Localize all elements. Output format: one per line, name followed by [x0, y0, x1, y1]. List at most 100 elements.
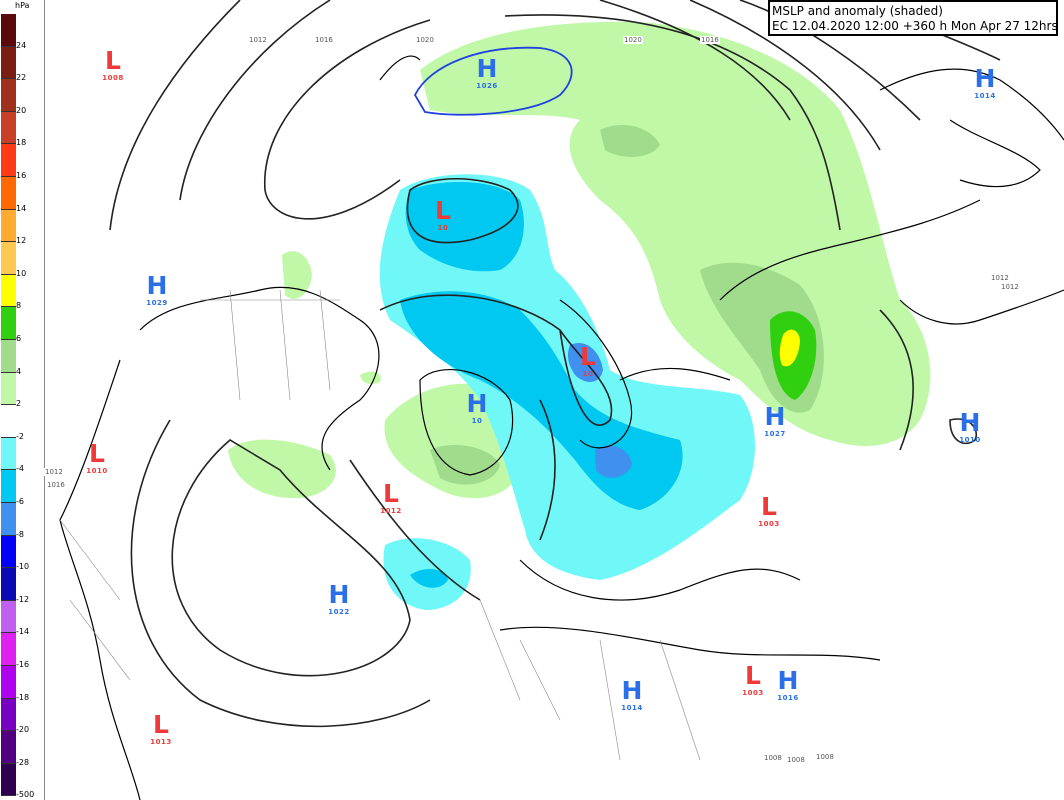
- isobar-label: 1008: [786, 756, 806, 764]
- center-letter: L: [105, 46, 121, 75]
- center-letter: L: [383, 479, 399, 508]
- legend-tick-label: -8: [16, 529, 24, 539]
- legend-tick-label: -28: [16, 757, 30, 767]
- legend-tick-label: -16: [16, 660, 30, 669]
- legend-tick-label: -10: [16, 562, 30, 572]
- positive-anomaly-shading-8: [779, 329, 800, 367]
- legend-swatch: [1, 177, 16, 210]
- legend-tick-label: -14: [16, 627, 30, 637]
- high-pressure-center: H 1010: [959, 408, 981, 445]
- legend-swatch: [1, 470, 16, 503]
- isobar-label: 1020: [415, 36, 435, 44]
- high-pressure-center: H 1014: [974, 66, 996, 101]
- legend-tick-label: -4: [16, 464, 24, 474]
- legend-swatch: [1, 503, 16, 536]
- legend-swatch: [1, 144, 16, 177]
- center-letter: H: [328, 580, 350, 609]
- center-pressure-value: 1027: [764, 430, 786, 438]
- legend-tick-label: 2: [16, 399, 22, 409]
- isobar-label: 1016: [700, 36, 720, 44]
- borders: [59, 289, 701, 761]
- center-letter: L: [89, 439, 105, 468]
- center-pressure-value: 10: [582, 370, 594, 378]
- center-pressure-value: 1003: [742, 689, 764, 697]
- center-letter: L: [580, 342, 596, 371]
- isobar-label: 1012: [248, 36, 268, 44]
- center-pressure-value: 1010: [959, 436, 981, 444]
- high-pressure-center: H 1027: [764, 402, 786, 439]
- high-pressure-center: H 1022: [328, 580, 350, 617]
- legend-swatch: [1, 437, 16, 471]
- high-pressure-center: H 1016: [777, 666, 799, 703]
- low-pressure-center: L 1008: [102, 46, 123, 83]
- legend-swatch: [1, 731, 16, 764]
- center-pressure-value: 10: [437, 224, 449, 232]
- center-letter: H: [466, 389, 488, 418]
- center-letter: L: [153, 710, 169, 739]
- center-pressure-value: 1012: [380, 507, 402, 515]
- legend-tick-label: -500: [16, 790, 35, 800]
- legend-tick-label: 20: [16, 105, 27, 115]
- center-pressure-value: 1003: [758, 520, 780, 528]
- center-letter: H: [777, 666, 799, 695]
- center-letter: H: [476, 54, 498, 83]
- high-pressure-center: H 1029: [146, 271, 168, 308]
- high-pressure-center: H 10: [466, 389, 488, 426]
- legend-tick-label: -20: [16, 725, 30, 735]
- legend-swatch: [1, 307, 16, 340]
- legend-tick-label: 18: [16, 138, 27, 148]
- legend-tick-label: -12: [16, 594, 30, 604]
- legend-tick-label: 6: [16, 334, 22, 343]
- legend-swatch: [1, 209, 16, 243]
- legend-tick-label: 22: [16, 73, 27, 83]
- low-pressure-center: L 10: [580, 342, 596, 379]
- legend-tick-label: -6: [16, 497, 24, 506]
- center-pressure-value: 1014: [974, 92, 996, 100]
- center-letter: L: [435, 196, 451, 225]
- low-pressure-center: L 1003: [758, 492, 780, 529]
- isobar-label: 1016: [314, 36, 334, 44]
- legend-tick-label: 8: [16, 301, 22, 311]
- center-letter: H: [959, 408, 981, 437]
- legend-swatch: [1, 46, 16, 80]
- low-pressure-center: L 1012: [380, 479, 402, 516]
- isobar-label: 1012: [990, 274, 1010, 282]
- isobar-label: 1012: [44, 468, 64, 476]
- isobar-label: 1008: [763, 754, 783, 762]
- legend-swatch: [1, 698, 16, 732]
- low-pressure-center: L 1013: [150, 710, 172, 747]
- center-letter: L: [761, 492, 777, 521]
- legend-swatch: [1, 372, 16, 406]
- isobars: [109, 0, 1001, 728]
- legend-swatch: [1, 274, 16, 308]
- legend-tick-label: 16: [16, 171, 27, 180]
- legend-swatch: [1, 763, 16, 797]
- legend-swatch: [1, 14, 16, 47]
- legend-tick-label: 4: [16, 366, 22, 376]
- legend-tick-label: 10: [16, 268, 27, 278]
- center-letter: L: [745, 661, 761, 690]
- legend-swatch: [1, 666, 16, 699]
- legend-swatch: [1, 600, 16, 634]
- center-letter: H: [764, 402, 786, 431]
- chart-title: MSLP and anomaly (shaded): [772, 4, 943, 18]
- blue-1024-contour: [413, 46, 573, 116]
- legend-swatch: [1, 111, 16, 145]
- anomaly-color-legend: hPa 24 22 20 18 16 14 12 10 8 6 4 2 -2 -4 -6 -8 -10 -12 -1…: [0, 0, 45, 800]
- low-pressure-center: L 10: [435, 196, 451, 233]
- center-letter: H: [146, 271, 168, 300]
- legend-swatch: [1, 535, 16, 569]
- legend-tick-label: -18: [16, 692, 30, 702]
- legend-swatch: [1, 568, 16, 601]
- center-letter: H: [621, 676, 643, 705]
- legend-swatch: [1, 242, 16, 275]
- chart-title-box: MSLP and anomaly (shaded) EC 12.04.2020 …: [768, 0, 1058, 36]
- isobar-label: 1016: [46, 481, 66, 489]
- isobar-label: 1020: [623, 36, 643, 44]
- chart-subtitle: EC 12.04.2020 12:00 +360 h Mon Apr 27 12…: [772, 19, 1058, 33]
- center-pressure-value: 1013: [150, 738, 172, 746]
- center-pressure-value: 1014: [621, 704, 643, 712]
- low-pressure-center: L 1003: [742, 661, 764, 698]
- center-pressure-value: 1010: [86, 467, 108, 475]
